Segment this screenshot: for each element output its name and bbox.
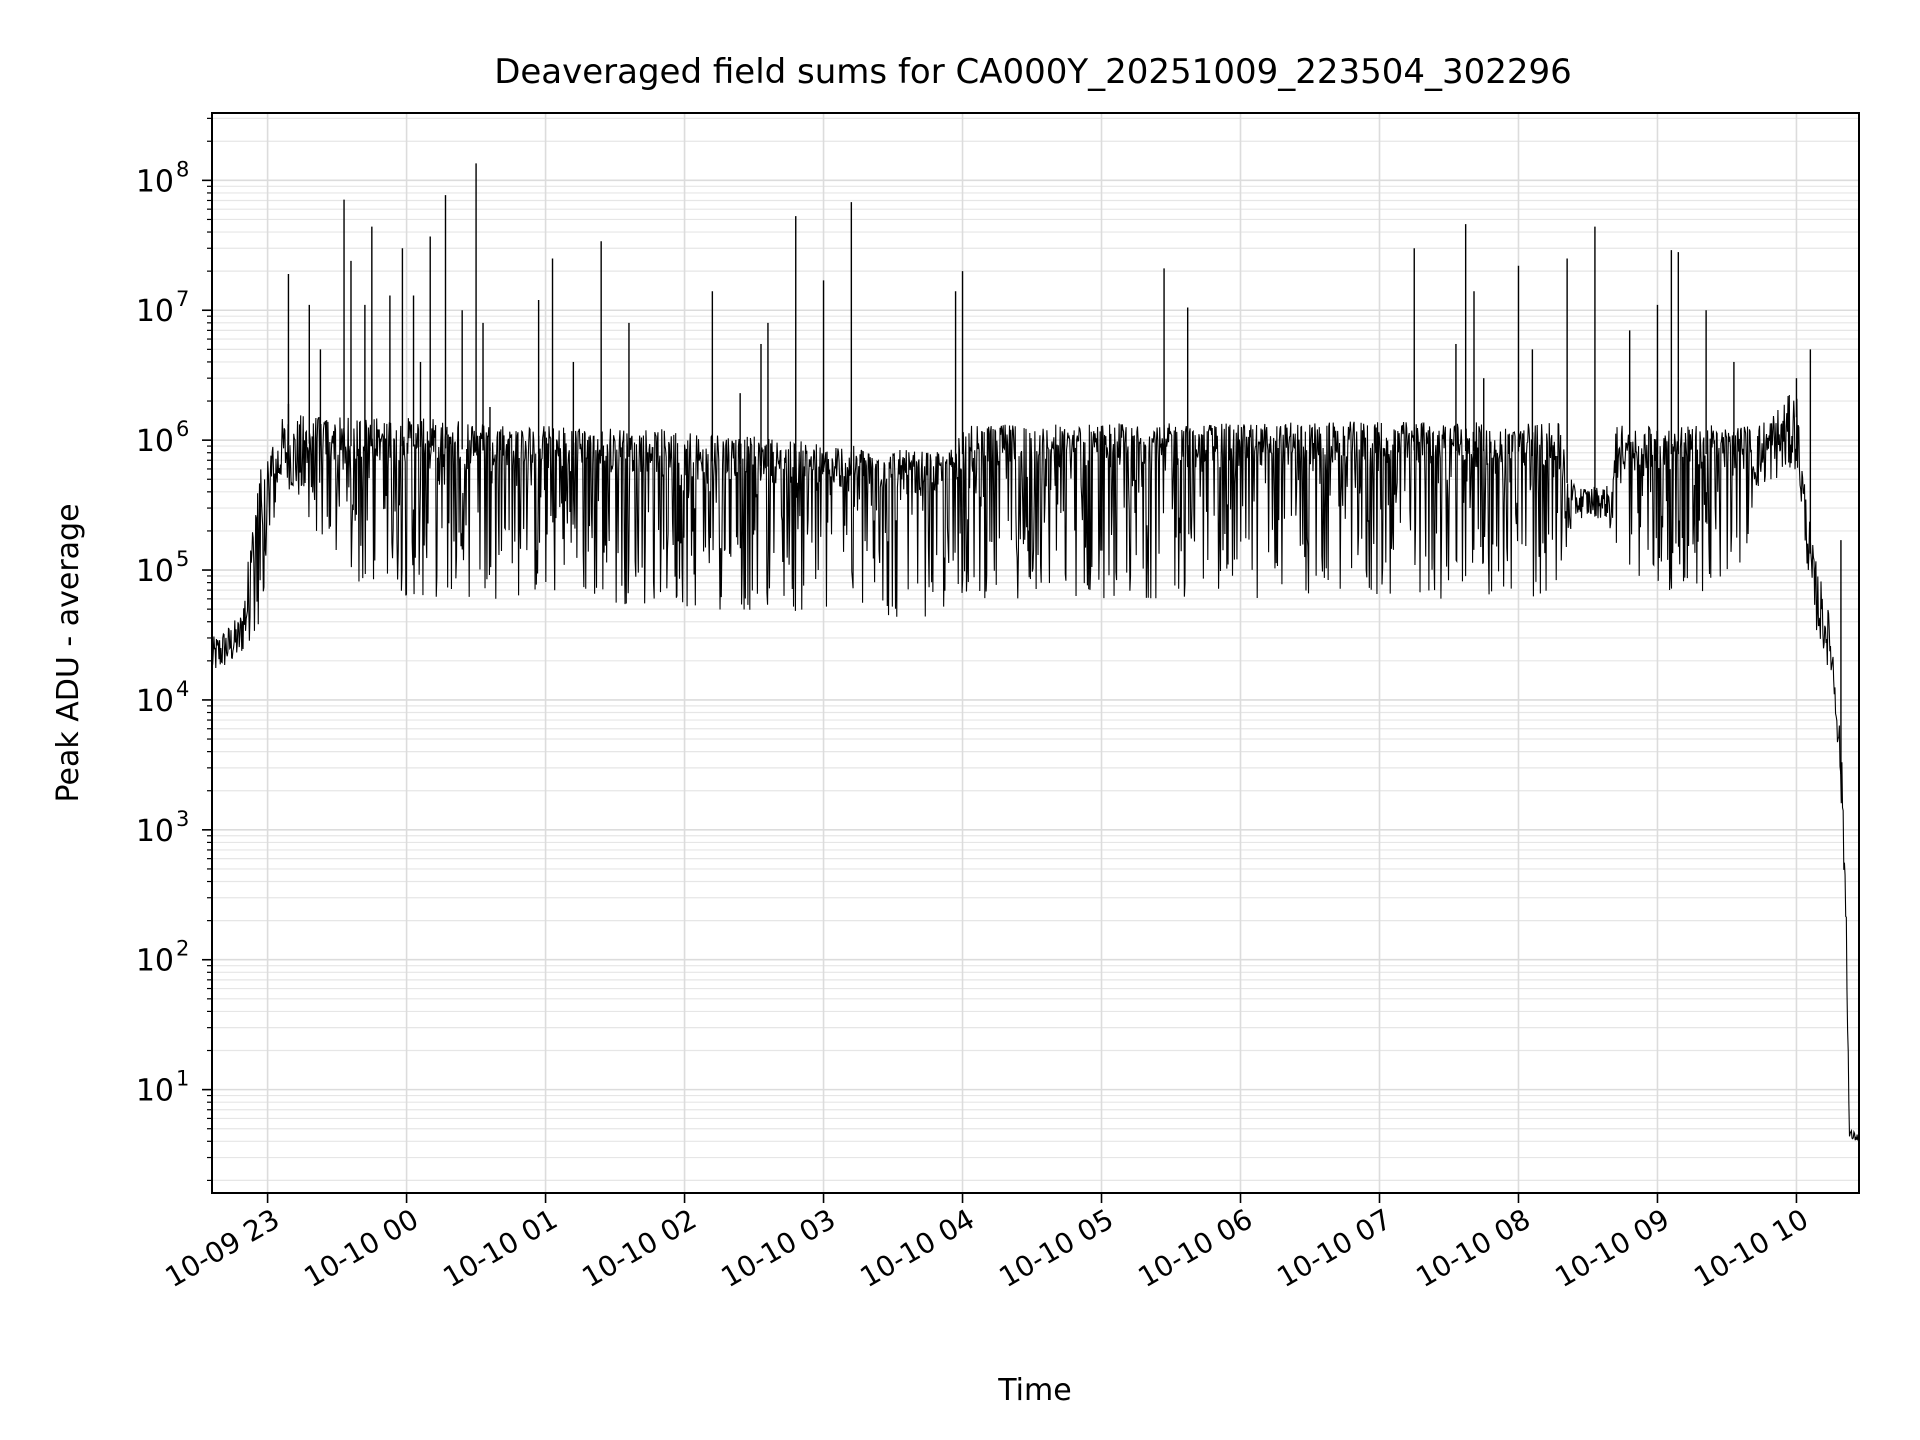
- y-tick-label-exponent: 8: [176, 157, 189, 181]
- y-tick-label-exponent: 1: [176, 1067, 189, 1091]
- y-tick-label: 10: [136, 424, 174, 459]
- y-tick-label-base: 10: [136, 554, 174, 589]
- y-tick-label: 10: [136, 164, 174, 199]
- y-tick-label: 10: [136, 814, 174, 849]
- y-tick-label-base: 10: [136, 1074, 174, 1109]
- y-tick-label-exponent: 4: [176, 677, 189, 701]
- y-tick-label-base: 10: [136, 814, 174, 849]
- chart-title: Deaveraged field sums for CA000Y_2025100…: [494, 52, 1572, 92]
- y-tick-label-base: 10: [136, 164, 174, 199]
- y-tick-label-exponent: 5: [176, 547, 189, 571]
- y-tick-label-base: 10: [136, 424, 174, 459]
- y-tick-label-exponent: 3: [176, 807, 189, 831]
- x-axis-label: Time: [997, 1373, 1071, 1408]
- y-tick-label-base: 10: [136, 684, 174, 719]
- y-tick-label: 10: [136, 684, 174, 719]
- y-tick-label-base: 10: [136, 944, 174, 979]
- y-tick-label-exponent: 2: [176, 937, 189, 961]
- y-tick-label: 10: [136, 294, 174, 329]
- series-trace: [211, 395, 1860, 1141]
- y-tick-label-base: 10: [136, 294, 174, 329]
- y-tick-label: 10: [136, 1074, 174, 1109]
- y-tick-label: 10: [136, 554, 174, 589]
- y-tick-label-exponent: 7: [176, 287, 189, 311]
- plot-frame: [211, 112, 1860, 1194]
- series-line: [211, 163, 1860, 1141]
- y-axis-label: Peak ADU - average: [51, 503, 86, 802]
- grid: [212, 113, 1859, 1193]
- y-tick-label: 10: [136, 944, 174, 979]
- y-tick-label-exponent: 6: [176, 417, 189, 441]
